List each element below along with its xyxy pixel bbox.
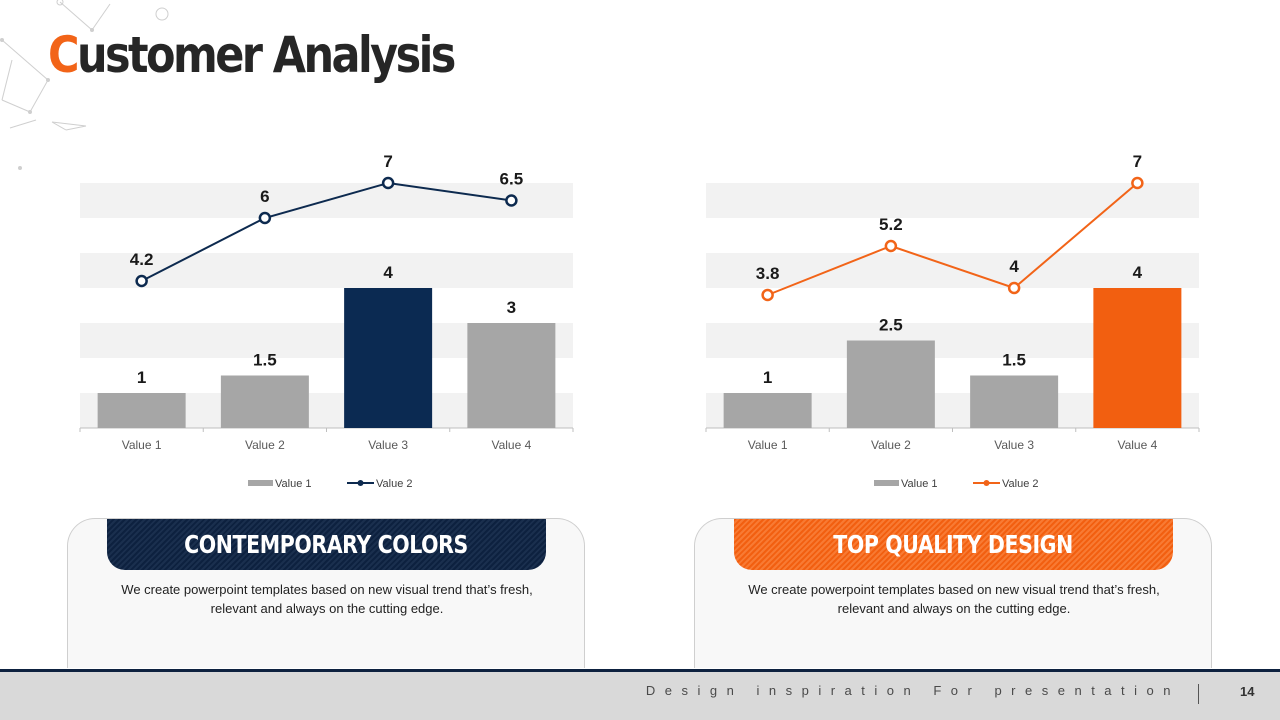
- card-top-quality-design: TOP QUALITY DESIGN We create powerpoint …: [694, 518, 1212, 668]
- legend-line-label: Value 2: [1002, 478, 1039, 490]
- card-heading: TOP QUALITY DESIGN: [833, 530, 1074, 559]
- x-tick-label: Value 1: [122, 438, 162, 452]
- legend-line-label: Value 2: [376, 478, 413, 490]
- bar-data-label: 3: [507, 298, 516, 317]
- bar-data-label: 1: [763, 368, 772, 387]
- bar: [220, 375, 309, 428]
- bar-data-label: 1.5: [253, 351, 277, 370]
- bar: [970, 375, 1059, 428]
- footer-divider-line: [0, 669, 1280, 672]
- line-data-label: 4.2: [130, 250, 154, 269]
- legend-bar-swatch: [874, 480, 899, 486]
- x-tick-label: Value 3: [368, 438, 408, 452]
- footer-separator: [1198, 684, 1199, 704]
- legend-bar-swatch: [248, 480, 273, 486]
- bar: [344, 288, 433, 428]
- card-banner: CONTEMPORARY COLORS: [107, 519, 546, 570]
- line-point: [258, 211, 272, 225]
- footer-tagline: Design inspiration For presentation: [645, 683, 1180, 698]
- x-tick-label: Value 4: [491, 438, 531, 452]
- legend-bar-label: Value 1: [275, 478, 312, 490]
- bar: [467, 323, 556, 428]
- chart-right: 1 2.5 1.5 4 3.8 5.2 4 7 Value 1 Value 2 Value 3 Val…: [703, 140, 1263, 500]
- x-tick-label: Value 2: [871, 438, 911, 452]
- x-tick-label: Value 1: [748, 438, 788, 452]
- bar-data-label: 2.5: [879, 316, 903, 335]
- bar: [846, 340, 935, 428]
- bar: [1093, 288, 1182, 428]
- bar: [723, 393, 812, 428]
- line-point: [381, 176, 395, 190]
- page-title-first-letter: C: [48, 26, 80, 84]
- page-title: Customer Analysis: [48, 26, 456, 84]
- bar: [97, 393, 186, 428]
- bar-data-label: 1: [137, 368, 146, 387]
- line-data-label: 4: [1009, 257, 1019, 276]
- grid-band: [706, 253, 1199, 288]
- card-banner: TOP QUALITY DESIGN: [734, 519, 1173, 570]
- decorative-circle: [155, 7, 169, 21]
- footer-bar: Design inspiration For presentation 14: [0, 672, 1280, 720]
- bar-data-label: 1.5: [1002, 351, 1026, 370]
- line-point: [761, 288, 774, 302]
- card-contemporary-colors: CONTEMPORARY COLORS We create powerpoint…: [67, 518, 585, 668]
- grid-band: [706, 183, 1199, 218]
- legend-line-marker: [983, 480, 990, 486]
- line-data-label: 7: [383, 152, 392, 171]
- bar-data-label: 4: [383, 263, 393, 282]
- line-point: [1007, 281, 1021, 295]
- line-data-label: 6.5: [500, 170, 524, 189]
- line-point: [884, 239, 898, 253]
- line-point: [135, 274, 148, 288]
- legend-bar-label: Value 1: [901, 478, 938, 490]
- line-series: [141, 181, 512, 282]
- line-data-label: 6: [260, 187, 269, 206]
- line-point: [1131, 176, 1144, 190]
- line-data-label: 5.2: [879, 215, 903, 234]
- legend-line-marker: [357, 480, 364, 486]
- line-data-label: 3.8: [756, 264, 780, 283]
- line-data-label: 7: [1133, 152, 1142, 171]
- page-number: 14: [1240, 684, 1255, 699]
- x-tick-label: Value 4: [1117, 438, 1157, 452]
- page-title-rest: ustomer Analysis: [76, 26, 456, 84]
- chart-left: 1 1.5 4 3 4.2 6 7 6.5 Value 1 Value 2 Value 3 Value…: [77, 140, 637, 500]
- x-tick-label: Value 2: [245, 438, 285, 452]
- chart-right-svg: 1 2.5 1.5 4 3.8 5.2 4 7 Value 1 Value 2 Value 3 Val…: [705, 152, 1200, 490]
- decorative-network-pattern: [0, 0, 111, 170]
- line-point: [505, 194, 518, 207]
- chart-left-svg: 1 1.5 4 3 4.2 6 7 6.5 Value 1 Value 2 Value 3 Value…: [79, 152, 574, 490]
- bar-data-label: 4: [1133, 263, 1143, 282]
- card-description: We create powerpoint templates based on …: [121, 582, 533, 616]
- card-heading: CONTEMPORARY COLORS: [184, 530, 469, 559]
- line-series: [767, 182, 1139, 296]
- x-tick-label: Value 3: [994, 438, 1034, 452]
- card-description: We create powerpoint templates based on …: [748, 582, 1160, 616]
- grid-band: [80, 253, 573, 288]
